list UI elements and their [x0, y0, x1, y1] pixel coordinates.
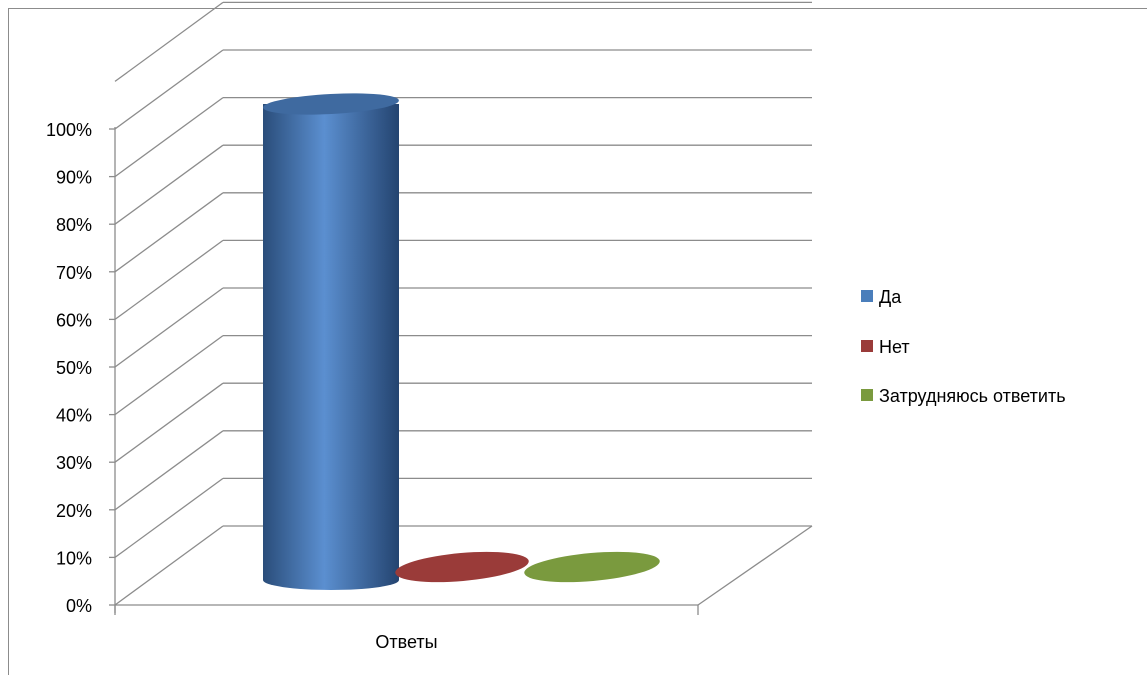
legend-label-net: Нет: [879, 337, 910, 357]
y-tick-label: 40%: [56, 406, 92, 426]
gridline-side: [114, 477, 224, 558]
gridlines: [114, 1, 812, 606]
gridline-side: [114, 382, 224, 463]
legend-label-zatrudnyayus: Затрудняюсь ответить: [879, 386, 1066, 406]
gridline: [114, 96, 812, 178]
gridline: [114, 192, 812, 273]
y-tick-label: 30%: [56, 453, 92, 473]
axes: [109, 127, 813, 615]
gridline: [114, 239, 812, 320]
gridline: [114, 144, 812, 225]
chart-frame: [8, 8, 1147, 675]
gridline: [114, 382, 812, 463]
gridline-side: [114, 525, 224, 606]
gridline: [114, 430, 812, 511]
gridline-side: [114, 287, 224, 368]
y-tick-label: 100%: [46, 120, 92, 140]
gridline-side: [114, 49, 224, 130]
gridline: [114, 334, 812, 416]
legend-label-da: Да: [879, 287, 902, 307]
y-tick-label: 60%: [56, 310, 92, 330]
x-category-label: Ответы: [375, 632, 437, 652]
legend-swatch-zatrudnyayus: [861, 389, 873, 401]
gridline-side: [114, 192, 224, 273]
bar-cylinder-2: [524, 551, 660, 583]
gridline: [114, 1, 812, 82]
y-tick-labels: 0% 10% 20% 30% 40% 50% 60% 70% 80% 90% 100%: [46, 120, 92, 616]
y-tick-label: 20%: [56, 501, 92, 521]
gridline-side: [114, 144, 224, 225]
legend-swatch-da: [861, 290, 873, 302]
gridline: [114, 49, 812, 130]
gridline-side: [114, 239, 224, 320]
bar-cylinder-1: [395, 551, 529, 583]
bar-disc: [395, 551, 529, 583]
bar-disc: [524, 551, 660, 583]
y-tick-label: 50%: [56, 358, 92, 378]
bars: [263, 93, 660, 590]
legend: Да Нет Затрудняюсь ответить: [861, 287, 1066, 406]
y-tick-label: 80%: [56, 215, 92, 235]
legend-swatch-net: [861, 340, 873, 352]
bar-body: [263, 104, 399, 590]
y-tick-label: 70%: [56, 263, 92, 283]
y-tick-label: 0%: [66, 596, 92, 616]
y-tick-label: 90%: [56, 168, 92, 188]
gridline: [114, 477, 812, 558]
gridline: [114, 287, 812, 368]
gridline-side: [114, 1, 224, 82]
bar-cylinder-0: [263, 93, 399, 590]
bar-top-cap: [263, 93, 399, 115]
gridline-side: [114, 335, 224, 416]
gridline-side: [114, 430, 224, 511]
y-tick-label: 10%: [56, 548, 92, 568]
floor-right-edge: [697, 525, 813, 606]
gridline-side: [114, 97, 224, 178]
